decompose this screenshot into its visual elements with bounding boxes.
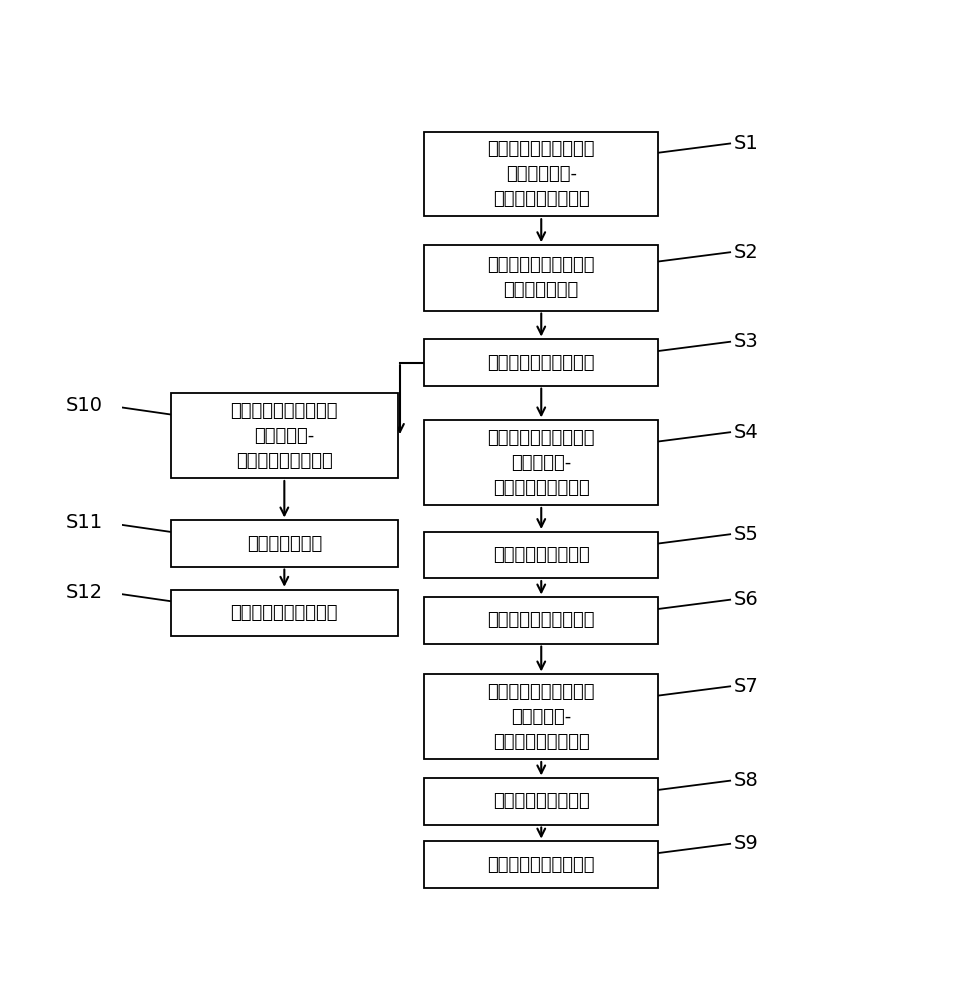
Bar [424,339,658,386]
Bar [424,132,658,216]
Bar [171,393,398,478]
Text: S6: S6 [734,590,759,609]
Bar [424,532,658,578]
Bar [424,674,658,759]
Text: S12: S12 [66,583,103,602]
Text: S2: S2 [734,243,759,262]
Text: 检测到驾驶员的需求扭
矩小于串联-
纯电模式切换标定值: 检测到驾驶员的需求扭 矩小于串联- 纯电模式切换标定值 [230,402,338,470]
Text: S8: S8 [734,771,759,790]
Text: S9: S9 [734,834,759,853]
Bar [424,597,658,644]
Bar [424,420,658,505]
Text: S11: S11 [66,513,103,532]
Text: 检测到驾驶员的需求扭
矩大于串联-
并联模式切换标定值: 检测到驾驶员的需求扭 矩大于串联- 并联模式切换标定值 [488,429,595,497]
Text: S10: S10 [66,396,103,415]
Bar [171,520,398,567]
Text: 检测到离合器闭合完成: 检测到离合器闭合完成 [488,611,595,630]
Text: 检测到发动机起动完成: 检测到发动机起动完成 [488,354,595,372]
Text: S1: S1 [734,134,759,153]
Text: 控制汽车起动发电一体
机来起动发动机: 控制汽车起动发电一体 机来起动发动机 [488,256,595,299]
Text: 检测到驾驶员的需求扭
矩小于并联-
串联模式切换标定值: 检测到驾驶员的需求扭 矩小于并联- 串联模式切换标定值 [488,683,595,751]
Text: 控制离合器开始分离: 控制离合器开始分离 [493,792,590,810]
Text: S4: S4 [734,423,759,442]
Bar [171,590,398,636]
Bar [424,841,658,888]
Text: 检测到驾驶员的需求扭
矩大于纯电动-
串联模式切换标定值: 检测到驾驶员的需求扭 矩大于纯电动- 串联模式切换标定值 [488,140,595,208]
Text: S5: S5 [734,525,759,544]
Text: 控制发动机停机: 控制发动机停机 [247,534,322,552]
Text: 检测到发动机已经停机: 检测到发动机已经停机 [230,604,338,622]
Text: S3: S3 [734,332,759,351]
Text: 检测到离合器分离完成: 检测到离合器分离完成 [488,856,595,874]
Text: S7: S7 [734,677,759,696]
Text: 控制离合器开始闭合: 控制离合器开始闭合 [493,546,590,564]
Bar [424,778,658,825]
Bar [424,245,658,311]
